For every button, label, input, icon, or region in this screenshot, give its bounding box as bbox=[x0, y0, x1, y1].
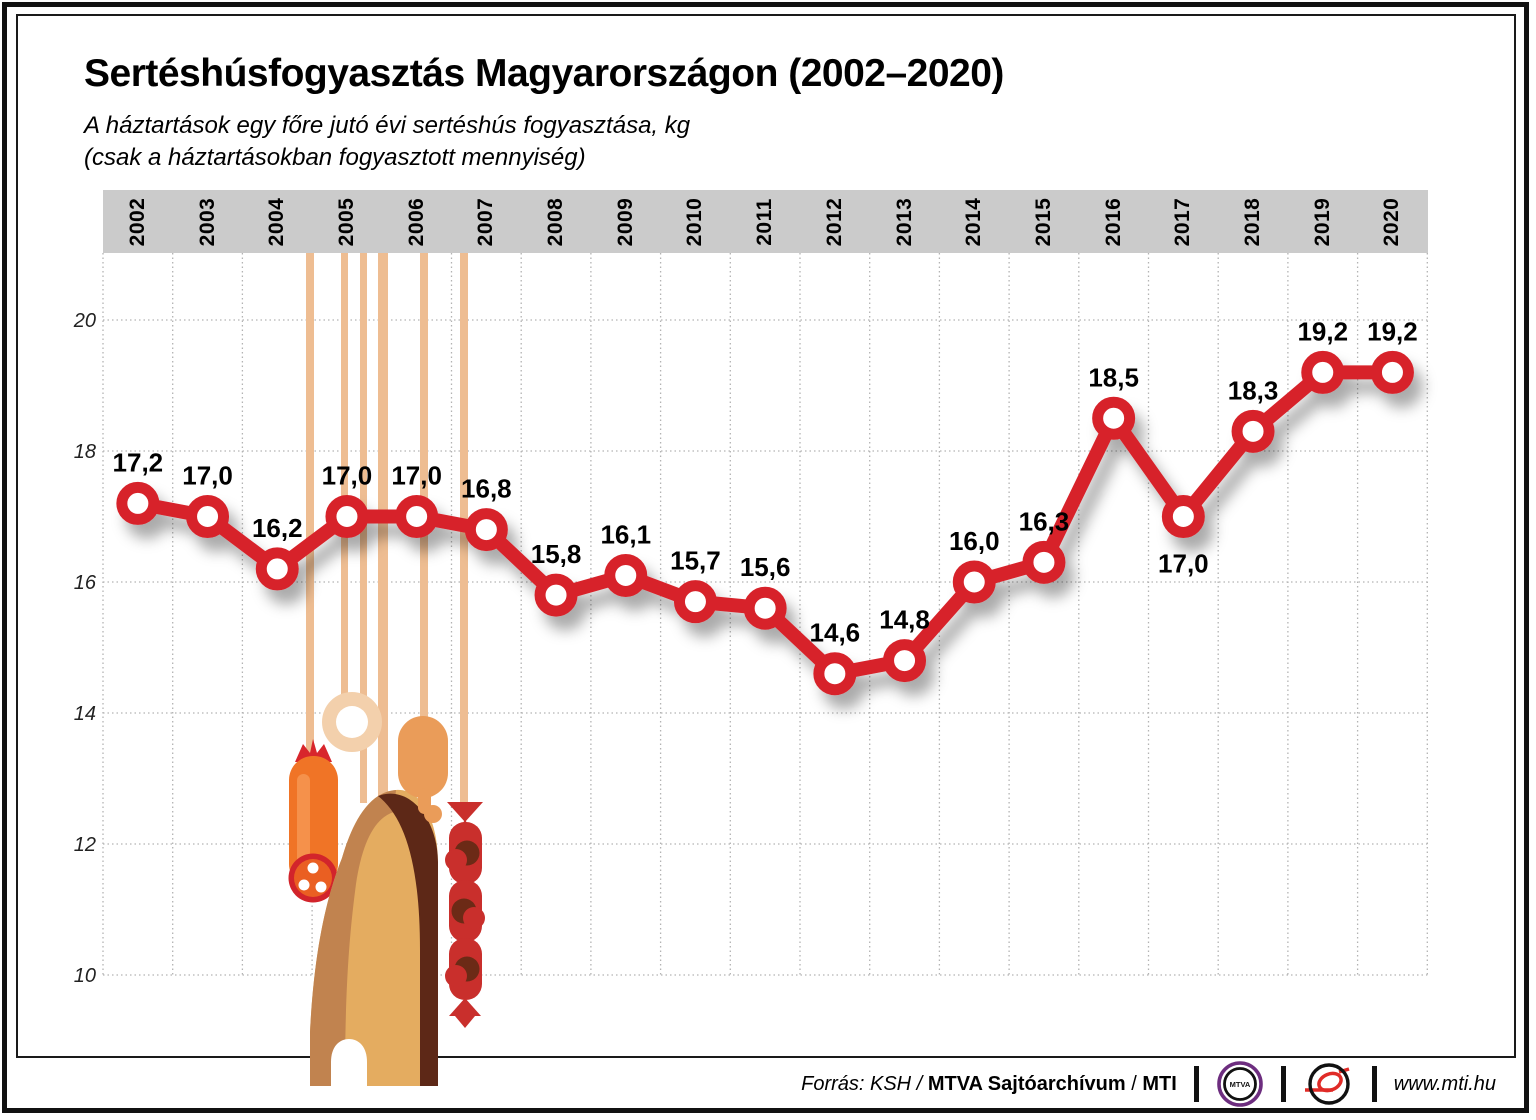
year-label: 2016 bbox=[1101, 197, 1125, 246]
website-url: www.mti.hu bbox=[1393, 1072, 1496, 1095]
mtva-logo: MTVA bbox=[1216, 1061, 1263, 1107]
year-label: 2019 bbox=[1310, 197, 1334, 246]
year-axis-band: 2002 2003 2004 2005 2006 2007 2008 2009 2010 2011… bbox=[103, 190, 1428, 253]
source-mti: MTI bbox=[1142, 1072, 1177, 1095]
year-label: 2017 bbox=[1171, 197, 1195, 246]
footer-divider bbox=[1193, 1066, 1199, 1102]
page-title: Sertéshúsfogyasztás Magyarországon (2002… bbox=[84, 52, 1004, 95]
source-mtva: MTVA Sajtóarchívum bbox=[927, 1072, 1126, 1095]
year-label: 2013 bbox=[892, 197, 916, 246]
footer-divider bbox=[1280, 1066, 1286, 1102]
year-label: 2015 bbox=[1031, 197, 1055, 246]
year-label: 2004 bbox=[265, 197, 289, 246]
year-label: 2020 bbox=[1380, 197, 1404, 246]
mtva-logo-text: MTVA bbox=[1229, 1080, 1250, 1089]
year-label: 2014 bbox=[962, 197, 986, 246]
year-label: 2012 bbox=[822, 197, 846, 246]
title-block: Sertéshúsfogyasztás Magyarországon (2002… bbox=[84, 52, 1004, 173]
source-prefix: Forrás: KSH / bbox=[801, 1072, 923, 1095]
year-label: 2008 bbox=[544, 197, 568, 246]
year-label: 2009 bbox=[613, 197, 637, 246]
year-label: 2005 bbox=[334, 197, 358, 246]
mti-logo bbox=[1304, 1063, 1350, 1105]
year-label: 2002 bbox=[125, 197, 149, 246]
footer-divider bbox=[1371, 1066, 1377, 1102]
subtitle-line2: (csak a háztartásokban fogyasztott menny… bbox=[84, 143, 586, 171]
source-separator: / bbox=[1131, 1072, 1137, 1095]
year-label: 2006 bbox=[404, 197, 428, 246]
subtitle-line1: A háztartások egy főre jutó évi sertéshú… bbox=[84, 112, 691, 139]
year-label: 2010 bbox=[683, 197, 707, 246]
footer: Forrás: KSH / MTVA Sajtóarchívum / MTI M… bbox=[0, 1058, 1516, 1110]
year-label: 2011 bbox=[753, 197, 777, 246]
year-label: 2007 bbox=[474, 197, 498, 246]
year-label: 2018 bbox=[1241, 197, 1265, 246]
source-credit: Forrás: KSH / MTVA Sajtóarchívum / MTI bbox=[801, 1073, 1177, 1096]
year-label: 2003 bbox=[195, 197, 219, 246]
